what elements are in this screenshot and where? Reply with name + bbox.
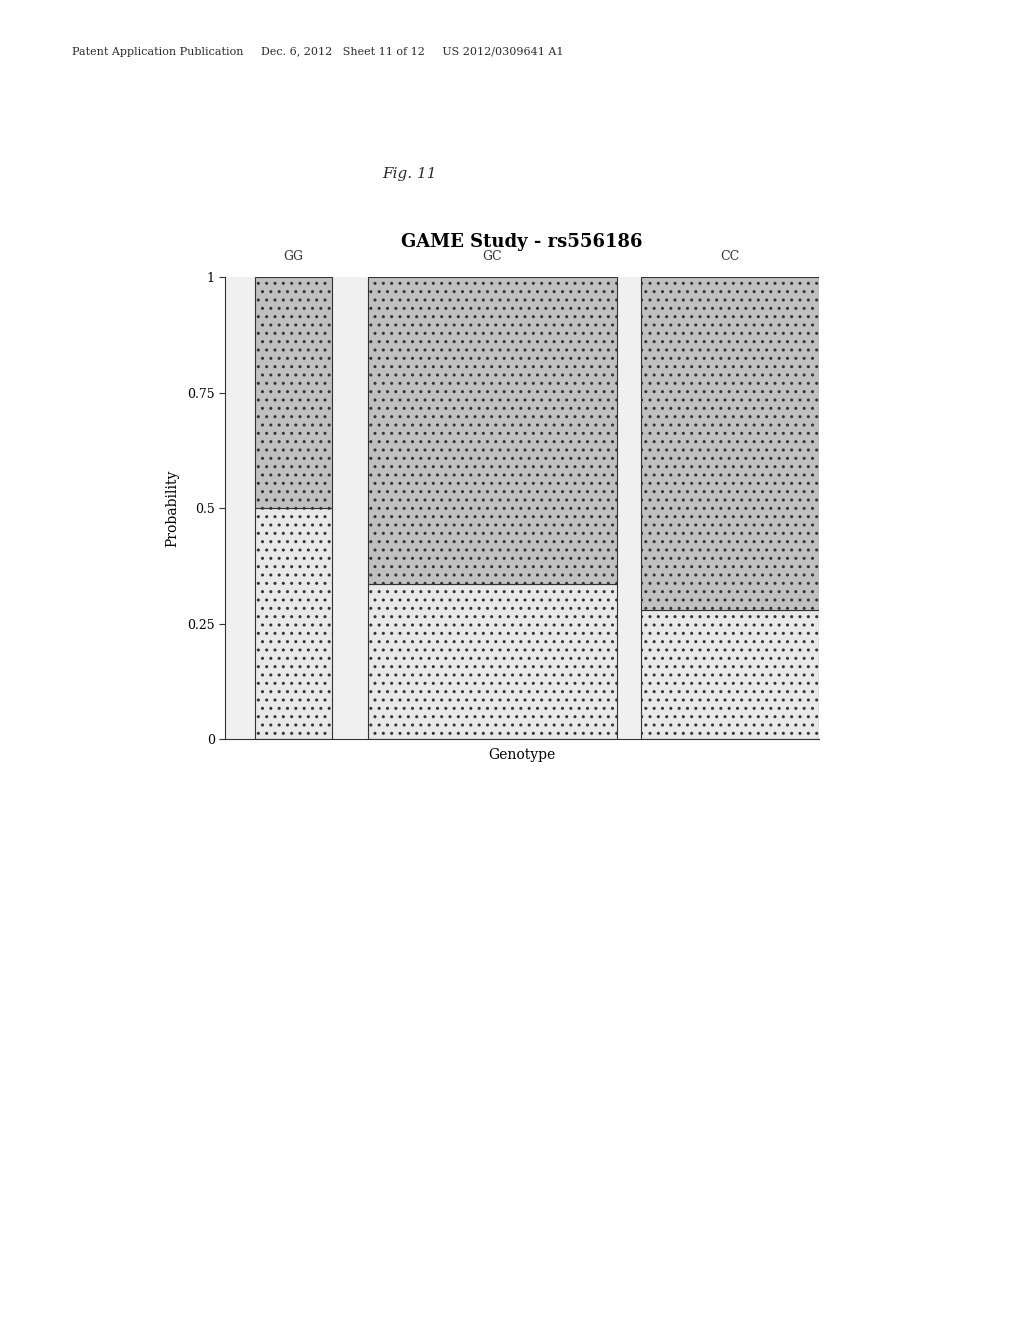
Bar	[255, 508, 332, 739]
Text: GC: GC	[482, 251, 503, 264]
Text: Patent Application Publication     Dec. 6, 2012   Sheet 11 of 12     US 2012/030: Patent Application Publication Dec. 6, 2…	[72, 48, 563, 58]
Y-axis label: Probability: Probability	[165, 470, 179, 546]
Bar	[255, 277, 332, 508]
Bar	[641, 277, 819, 610]
Text: GG: GG	[284, 251, 303, 264]
Text: CC: CC	[721, 251, 739, 264]
X-axis label: Genotype: Genotype	[488, 747, 556, 762]
Bar	[368, 585, 617, 739]
Bar	[641, 610, 819, 739]
Title: GAME Study - rs556186: GAME Study - rs556186	[401, 232, 643, 251]
Text: Fig. 11: Fig. 11	[382, 168, 437, 181]
Bar	[368, 277, 617, 585]
